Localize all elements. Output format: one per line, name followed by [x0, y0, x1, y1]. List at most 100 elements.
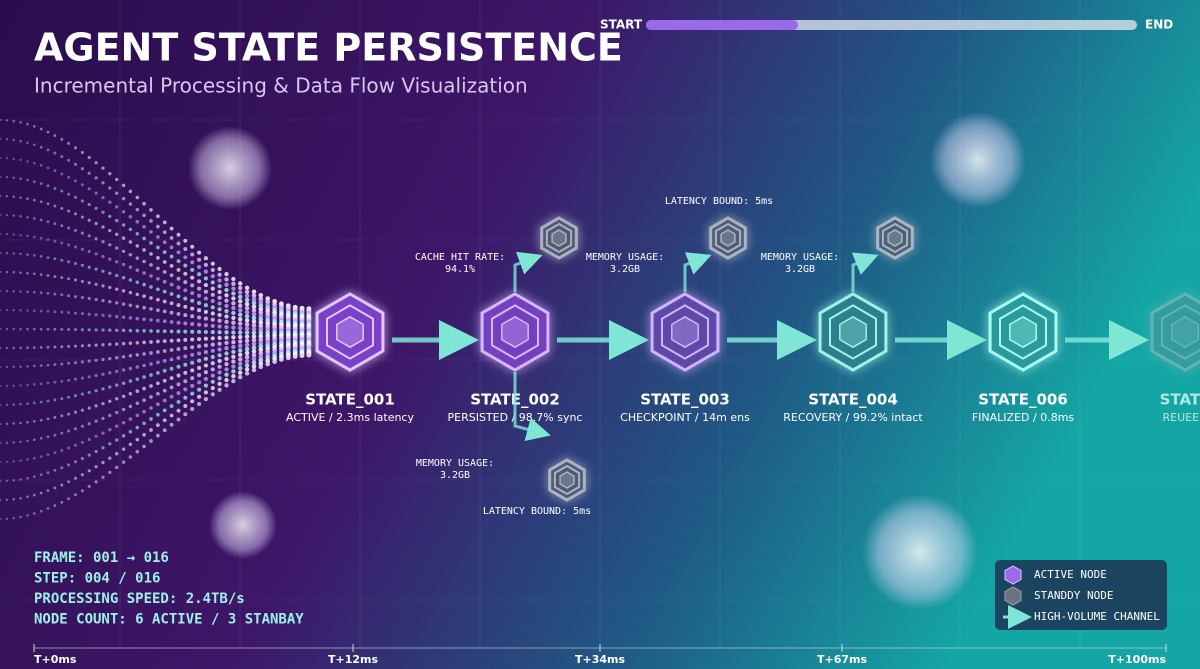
- hexagon-inner: [336, 315, 364, 349]
- particle: [46, 166, 50, 170]
- particle: [53, 257, 57, 261]
- particle: [176, 391, 181, 396]
- particle: [39, 255, 43, 258]
- particle: [190, 291, 195, 296]
- particle: [244, 367, 250, 372]
- particle: [251, 360, 257, 365]
- particle: [46, 148, 50, 152]
- particle: [210, 379, 215, 384]
- particle: [224, 298, 229, 303]
- hexagon-mid: [829, 304, 877, 360]
- legend-standby-icon: [1004, 586, 1022, 606]
- particle: [183, 263, 188, 268]
- particle: [149, 406, 153, 410]
- particle: [251, 356, 257, 362]
- particle: [101, 225, 105, 229]
- particle: [53, 169, 57, 173]
- particle: [190, 345, 195, 350]
- particle: [203, 363, 208, 368]
- particle: [101, 210, 105, 214]
- particle: [32, 327, 36, 331]
- particle: [142, 248, 146, 252]
- particle: [231, 281, 236, 286]
- particle: [231, 364, 236, 369]
- particle: [53, 415, 57, 419]
- particle: [203, 329, 208, 335]
- standby-node: [548, 458, 586, 502]
- orb: [188, 126, 272, 210]
- particle: [80, 328, 84, 332]
- particle: [169, 357, 174, 362]
- particle: [39, 127, 43, 131]
- particle: [108, 385, 112, 389]
- hexagon-mid: [1161, 304, 1200, 360]
- particle: [115, 246, 119, 250]
- particle: [108, 342, 112, 347]
- particle: [210, 354, 215, 360]
- particle: [101, 372, 105, 376]
- particle: [67, 429, 71, 433]
- particle: [12, 346, 15, 350]
- particle: [73, 460, 78, 464]
- particle: [162, 418, 167, 423]
- particle: [87, 453, 91, 457]
- particle: [0, 118, 2, 122]
- particle: [67, 294, 71, 298]
- particle: [169, 245, 174, 250]
- particle: [210, 348, 215, 353]
- particle: [12, 308, 15, 312]
- particle: [217, 318, 222, 323]
- particle: [217, 387, 222, 392]
- particle: [162, 240, 167, 245]
- particle: [67, 446, 71, 450]
- particle: [251, 352, 257, 358]
- particle: [251, 308, 257, 313]
- particle: [217, 307, 222, 312]
- particle: [176, 294, 181, 299]
- particle: [19, 365, 22, 368]
- branch-arrow: [513, 372, 551, 441]
- particle: [203, 376, 208, 381]
- particle: [101, 166, 105, 170]
- particle: [115, 438, 119, 442]
- particle: [121, 196, 126, 201]
- particle: [217, 312, 222, 318]
- particle: [101, 195, 105, 200]
- particle: [156, 266, 160, 271]
- particle: [176, 347, 181, 352]
- particle: [135, 353, 140, 357]
- particle: [0, 441, 2, 445]
- particle: [60, 414, 64, 418]
- particle: [5, 119, 9, 122]
- particle: [231, 340, 236, 345]
- particle: [217, 301, 222, 306]
- particle: [142, 375, 146, 379]
- particle: [197, 279, 202, 284]
- particle: [94, 161, 98, 165]
- annotation: LATENCY BOUND: 5ms: [665, 196, 773, 207]
- legend-label: STANDDY NODE: [1034, 589, 1113, 602]
- particle: [121, 275, 126, 280]
- particle: [19, 346, 22, 350]
- state-node: [480, 292, 550, 372]
- particle: [73, 179, 78, 183]
- particle: [203, 256, 208, 261]
- standby-node: [876, 216, 914, 260]
- particle: [197, 401, 202, 407]
- particle: [183, 354, 188, 359]
- particle: [183, 271, 188, 276]
- particle: [73, 493, 78, 497]
- particle: [135, 401, 140, 406]
- particle: [244, 314, 250, 319]
- particle: [251, 326, 257, 332]
- particle: [115, 410, 119, 415]
- particle: [12, 195, 15, 198]
- particle: [156, 287, 160, 292]
- particle: [237, 321, 243, 326]
- particle: [5, 308, 9, 312]
- particle: [197, 358, 202, 363]
- legend-label: HIGH-VOLUME CHANNEL: [1034, 610, 1160, 623]
- particle: [60, 310, 64, 314]
- particle: [210, 367, 215, 372]
- particle: [162, 388, 167, 393]
